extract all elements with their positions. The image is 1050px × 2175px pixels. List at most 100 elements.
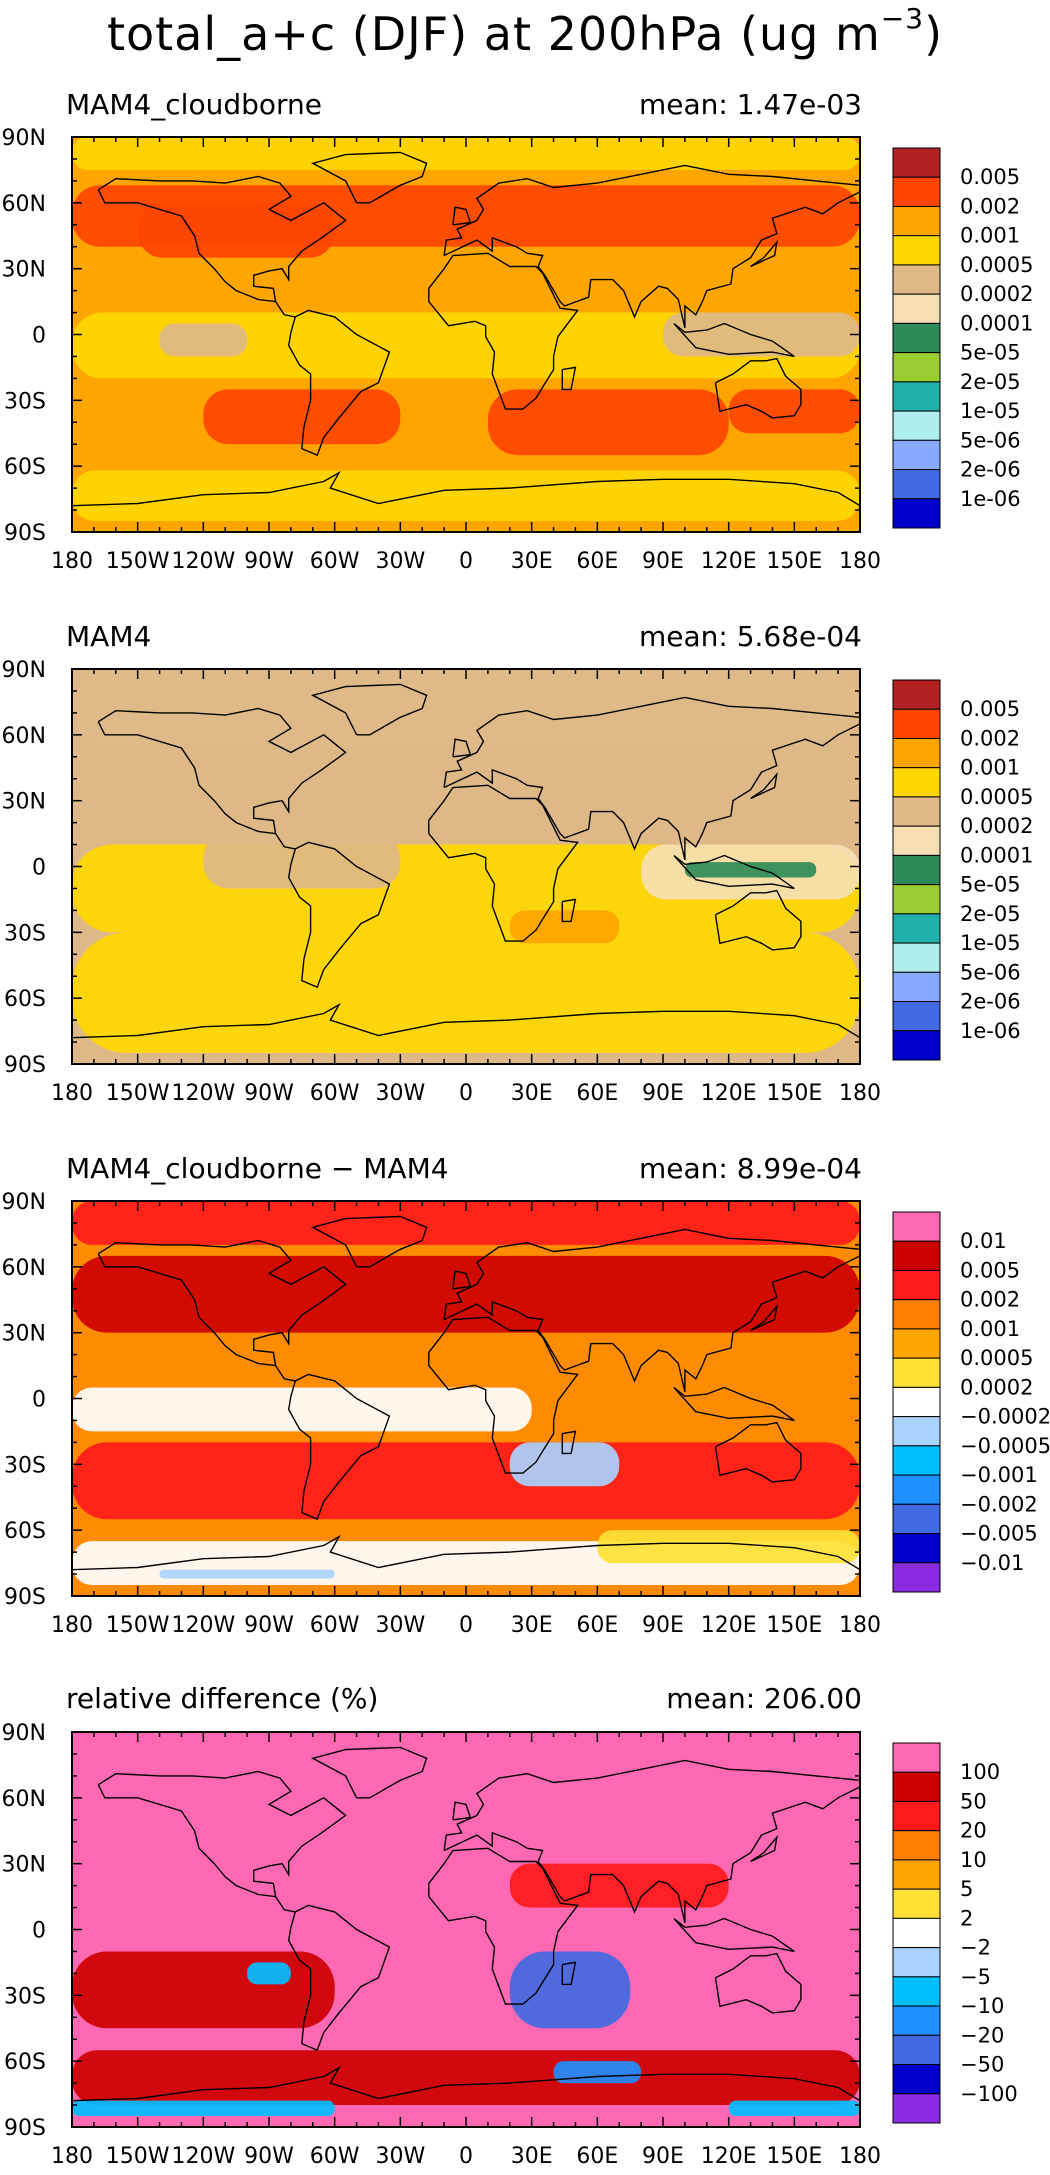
coastline (561, 366, 577, 391)
lon-tick-label: 30E (511, 1081, 553, 1106)
colorbar-label: 0.005 (960, 165, 1020, 189)
coastline (443, 1228, 860, 1393)
lon-tick-label: 30W (375, 2144, 425, 2169)
lon-tick-label: 90E (642, 2144, 684, 2169)
colorbar-label: 0.005 (960, 1258, 1020, 1282)
lon-tick-label: 120E (701, 1613, 757, 1638)
figure-title: total_a+c (DJF) at 200hPa (ug m−3) (0, 2, 1050, 61)
colorbar-label: 5 (960, 1877, 973, 1901)
lon-tick-label: 150W (106, 1613, 170, 1638)
panel-name: MAM4 (66, 620, 152, 653)
colorbar-swatch (892, 1859, 941, 1890)
colorbar-swatch (892, 1917, 941, 1949)
colorbar-label: 1e-05 (960, 931, 1021, 955)
coastline (452, 1270, 472, 1290)
colorbar-swatch (892, 1001, 941, 1032)
coastline (673, 1917, 795, 1953)
lon-tick-label: 30W (375, 1081, 425, 1106)
lon-tick-label: 180 (51, 1081, 93, 1106)
lon-tick-label: 90E (642, 1613, 684, 1638)
lon-tick-label: 30E (511, 549, 553, 574)
lon-tick-label: 0 (459, 549, 473, 574)
lon-tick-label: 30W (375, 549, 425, 574)
colorbar-label: 1e-06 (960, 487, 1021, 511)
field-region (663, 312, 860, 357)
field-region (684, 862, 817, 878)
lat-tick-label: 60N (2, 724, 46, 749)
lon-tick-label: 90E (642, 549, 684, 574)
colorbar-label: −0.001 (960, 1463, 1038, 1487)
title-suffix: ) (924, 7, 944, 61)
colorbar-swatch (892, 293, 941, 324)
lon-tick-label: 120E (701, 1081, 757, 1106)
lon-tick-label: 60E (576, 549, 618, 574)
colorbar-swatch (892, 381, 941, 412)
lon-tick-label: 60W (310, 1613, 360, 1638)
lon-tick-label: 180 (839, 2144, 881, 2169)
colorbar-swatch (892, 1503, 941, 1535)
coastline (750, 239, 778, 268)
field-region (72, 1387, 532, 1432)
lon-tick-label: 180 (839, 1081, 881, 1106)
coastline (310, 683, 428, 736)
colorbar-label: −100 (960, 2082, 1018, 2106)
colorbar-swatch (892, 971, 941, 1003)
coastline (750, 771, 778, 800)
colorbar-swatch (892, 679, 941, 710)
coastline (97, 1770, 391, 2052)
lon-tick-label: 150E (766, 549, 822, 574)
colorbar-swatch (892, 352, 941, 383)
lat-tick-label: 90S (4, 521, 46, 546)
colorbar-swatch (892, 767, 941, 798)
field-region (487, 389, 729, 456)
lon-tick-label: 120E (701, 2144, 757, 2169)
lat-tick-label: 60S (4, 455, 46, 480)
lat-tick-label: 90S (4, 2116, 46, 2141)
lon-tick-label: 150E (766, 2144, 822, 2169)
lat-tick-label: 90N (2, 658, 46, 683)
coastline (750, 1834, 778, 1863)
lat-tick-label: 0 (32, 324, 46, 349)
colorbar-label: −0.002 (960, 1492, 1038, 1516)
field-region (509, 1442, 620, 1487)
colorbar-label: 0.0001 (960, 311, 1033, 335)
colorbar-label: 5e-05 (960, 341, 1021, 365)
colorbar-swatch (892, 1299, 941, 1330)
colorbar-swatch (892, 1357, 941, 1388)
field-region (509, 910, 620, 944)
coastline (673, 854, 795, 890)
colorbar-label: −10 (960, 1994, 1004, 2018)
colorbar-swatch (892, 2093, 941, 2124)
field-region (509, 1863, 729, 1908)
colorbar-swatch (892, 1976, 941, 2007)
colorbar-label: 2e-06 (960, 458, 1021, 482)
lat-tick-label: 90S (4, 1053, 46, 1078)
lon-tick-label: 90W (244, 1081, 294, 1106)
colorbar-label: 1e-06 (960, 1019, 1021, 1043)
field-region (509, 1951, 631, 2029)
colorbar-swatch (892, 439, 941, 471)
lon-tick-label: 60E (576, 1081, 618, 1106)
lon-tick-label: 120W (171, 1081, 235, 1106)
colorbar-swatch (892, 1269, 941, 1301)
colorbar-label: 20 (960, 1819, 987, 1843)
lat-tick-label: 30N (2, 1853, 46, 1878)
colorbar-swatch (892, 1030, 941, 1061)
colorbar-swatch (892, 498, 941, 529)
colorbar-label: 0.0005 (960, 785, 1033, 809)
field-region (72, 1442, 860, 1520)
colorbar-label: 0.001 (960, 1317, 1020, 1341)
lon-tick-label: 120E (701, 549, 757, 574)
lat-tick-label: 90N (2, 1721, 46, 1746)
colorbar-swatch (892, 1830, 941, 1861)
lon-tick-label: 90W (244, 1613, 294, 1638)
field-region (137, 202, 335, 258)
colorbar-swatch (892, 1474, 941, 1505)
coastline (452, 206, 472, 226)
panel-name: MAM4_cloudborne (66, 88, 323, 121)
colorbar-swatch (892, 737, 941, 769)
lon-tick-label: 120W (171, 2144, 235, 2169)
lon-tick-label: 0 (459, 1613, 473, 1638)
lon-tick-label: 120W (171, 549, 235, 574)
